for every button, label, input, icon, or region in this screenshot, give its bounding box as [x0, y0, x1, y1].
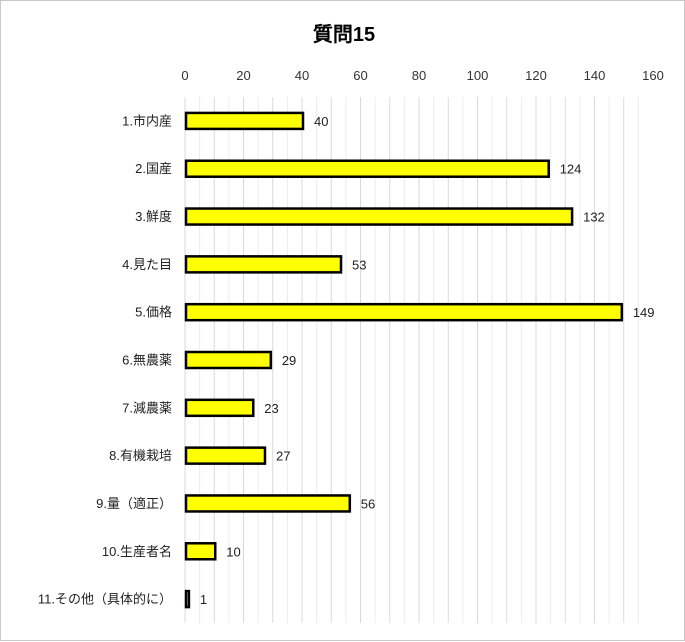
data-label: 27 [276, 449, 290, 464]
bar [184, 446, 267, 465]
category-label: 2.国産 [135, 161, 172, 176]
x-tick-label: 80 [412, 68, 426, 83]
data-label: 40 [314, 114, 328, 129]
x-tick-label: 40 [295, 68, 309, 83]
data-label: 149 [633, 305, 655, 320]
category-label: 9.量（適正） [96, 496, 172, 511]
data-label: 132 [583, 210, 605, 225]
x-tick-label: 60 [353, 68, 367, 83]
data-labels: 40 124 132 53 149 29 23 27 56 10 1 [200, 114, 655, 607]
data-label: 124 [560, 162, 582, 177]
bar [184, 589, 191, 609]
bar [184, 350, 273, 370]
x-axis-ticks: 0 20 40 60 80 100 120 140 160 [181, 68, 663, 83]
bar [184, 207, 574, 226]
bar [184, 494, 352, 513]
x-tick-label: 120 [525, 68, 547, 83]
data-label: 23 [264, 401, 278, 416]
category-label: 11.その他（具体的に） [38, 592, 172, 607]
bar [184, 111, 305, 131]
x-tick-label: 160 [642, 68, 664, 83]
bar [184, 542, 217, 561]
bars [184, 111, 624, 609]
x-tick-label: 100 [467, 68, 489, 83]
bar [184, 159, 550, 178]
category-label: 5.価格 [135, 305, 172, 320]
category-label: 6.無農薬 [122, 353, 172, 368]
data-label: 29 [282, 353, 296, 368]
category-label: 4.見た目 [122, 257, 172, 272]
bar [184, 398, 255, 418]
chart-title: 質問15 [313, 22, 375, 46]
category-labels: 1.市内産 2.国産 3.鮮度 4.見た目 5.価格 6.無農薬 7.減農薬 8.有機栽培 9.… [38, 113, 172, 606]
category-label: 7.減農薬 [122, 400, 172, 415]
bar [184, 302, 624, 322]
x-tick-label: 20 [236, 68, 250, 83]
x-tick-label: 140 [584, 68, 606, 83]
data-label: 53 [352, 257, 366, 272]
category-label: 8.有機栽培 [109, 448, 172, 463]
data-label: 1 [200, 592, 207, 607]
category-label: 10.生産者名 [102, 544, 172, 559]
category-label: 1.市内産 [122, 113, 172, 128]
x-tick-label: 0 [181, 68, 188, 83]
data-label: 56 [361, 496, 375, 511]
bar [184, 255, 343, 274]
data-label: 10 [226, 544, 240, 559]
category-label: 3.鮮度 [135, 209, 172, 224]
